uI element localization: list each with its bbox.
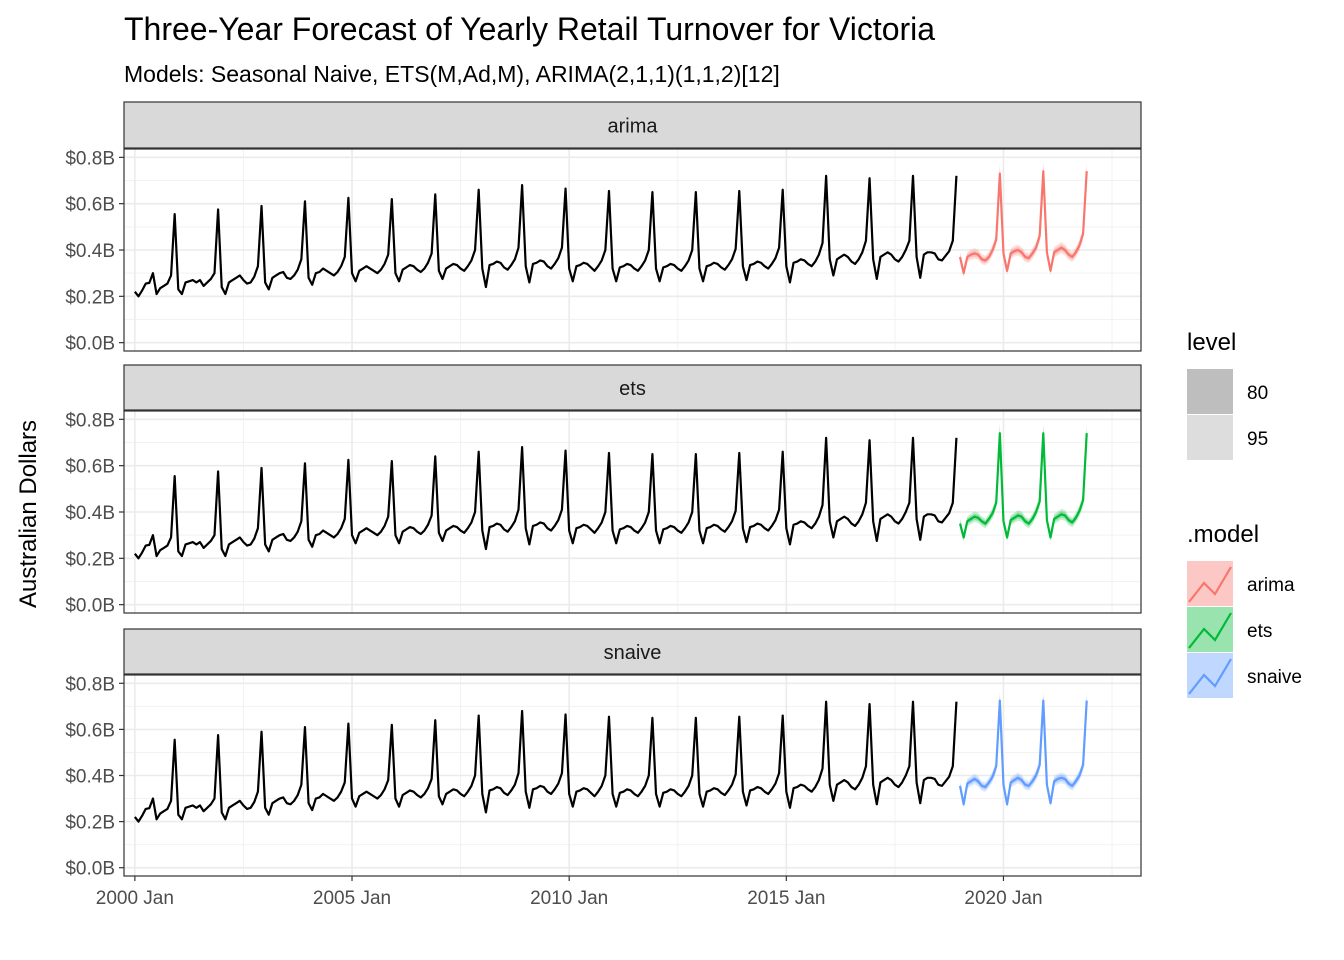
minor-gridlines (124, 675, 1141, 876)
legend-label-model: ets (1247, 621, 1272, 642)
facet-strip-label-ets: ets (619, 378, 646, 400)
facet-strip-label-snaive: snaive (604, 642, 662, 664)
y-tick-label: $0.2B (65, 813, 115, 834)
y-tick-label: $0.8B (65, 674, 115, 695)
history-line (133, 436, 958, 560)
y-tick-label: $0.4B (65, 503, 115, 524)
legend-key-model-fill (1187, 607, 1233, 652)
history-line (133, 700, 958, 823)
facet-strip-arima (123, 101, 1142, 149)
x-axis: 2000 Jan 2005 Jan 2010 Jan 2015 Jan 2020 Jan (96, 876, 1043, 909)
interval-80-ets (960, 427, 1087, 540)
legend-title-level: level (1187, 329, 1236, 356)
panel-border (123, 674, 1142, 877)
interval-95-ets (960, 422, 1087, 542)
facet-panel-ets: ets $0.0B $0.2B $0.4B $0.6B $0.8B (65, 364, 1142, 617)
panel-border (123, 410, 1142, 614)
legend-key-model-fill (1187, 653, 1233, 698)
x-tick-label: 2000 Jan (96, 888, 174, 909)
y-axis-title: Australian Dollars (15, 420, 42, 608)
legend-key-level (1187, 415, 1233, 460)
facet-panels: arima$0.0B$0.2B$0.4B$0.6B$0.8Bets$0.0B$0… (65, 101, 1142, 880)
y-tick-label: $0.8B (65, 148, 115, 169)
y-tick-label: $0.0B (65, 859, 115, 880)
forecast-line-snaive (958, 699, 1088, 806)
facet-panel-arima: arima $0.0B $0.2B $0.4B $0.6B $0.8B (65, 101, 1142, 355)
y-axis-snaive: $0.0B $0.2B $0.4B $0.6B $0.8B (65, 674, 124, 880)
y-axis-arima: $0.0B $0.2B $0.4B $0.6B $0.8B (65, 148, 124, 355)
legend-key-model-fill (1187, 561, 1233, 606)
legend-key-model-line (1188, 612, 1232, 649)
legend-key-model-line (1188, 658, 1232, 695)
facet-panel-snaive: snaive $0.0B $0.2B $0.4B $0.6B $0.8B (65, 628, 1142, 880)
y-tick-label: $0.6B (65, 195, 115, 216)
x-tick-label: 2020 Jan (964, 888, 1042, 909)
y-axis-ets: $0.0B $0.2B $0.4B $0.6B $0.8B (65, 410, 124, 617)
major-gridlines (124, 149, 1141, 351)
y-tick-label: $0.0B (65, 596, 115, 617)
legend-key-level (1187, 369, 1233, 414)
chart-subtitle: Models: Seasonal Naive, ETS(M,Ad,M), ARI… (124, 61, 780, 87)
y-tick-label: $0.0B (65, 334, 115, 355)
y-tick-label: $0.6B (65, 457, 115, 478)
panel-border (123, 148, 1142, 352)
forecast-line-ets (958, 432, 1088, 539)
x-tick-label: 2005 Jan (313, 888, 391, 909)
legend-key-model-line (1188, 566, 1232, 603)
forecast-line-arima (958, 170, 1088, 275)
facet-strip-label-arima: arima (607, 116, 658, 138)
legend-title-model: .model (1187, 521, 1259, 548)
major-gridlines (124, 411, 1141, 613)
facet-strip-snaive (123, 628, 1142, 675)
y-tick-label: $0.6B (65, 720, 115, 741)
legend-label-model: snaive (1247, 667, 1302, 688)
history-line (133, 174, 958, 298)
y-tick-label: $0.2B (65, 287, 115, 308)
y-tick-label: $0.8B (65, 410, 115, 431)
legend: level 80 95 .model arima ets snaive (1187, 329, 1302, 698)
y-tick-label: $0.4B (65, 241, 115, 262)
x-tick-label: 2010 Jan (530, 888, 608, 909)
y-tick-label: $0.4B (65, 767, 115, 788)
y-tick-label: $0.2B (65, 549, 115, 570)
legend-label-level: 95 (1247, 429, 1268, 450)
chart-title: Three-Year Forecast of Yearly Retail Tur… (124, 11, 935, 47)
facet-strip-ets (123, 364, 1142, 411)
legend-label-model: arima (1247, 575, 1295, 596)
interval-95-arima (960, 160, 1087, 278)
legend-label-level: 80 (1247, 383, 1268, 404)
x-tick-label: 2015 Jan (747, 888, 825, 909)
